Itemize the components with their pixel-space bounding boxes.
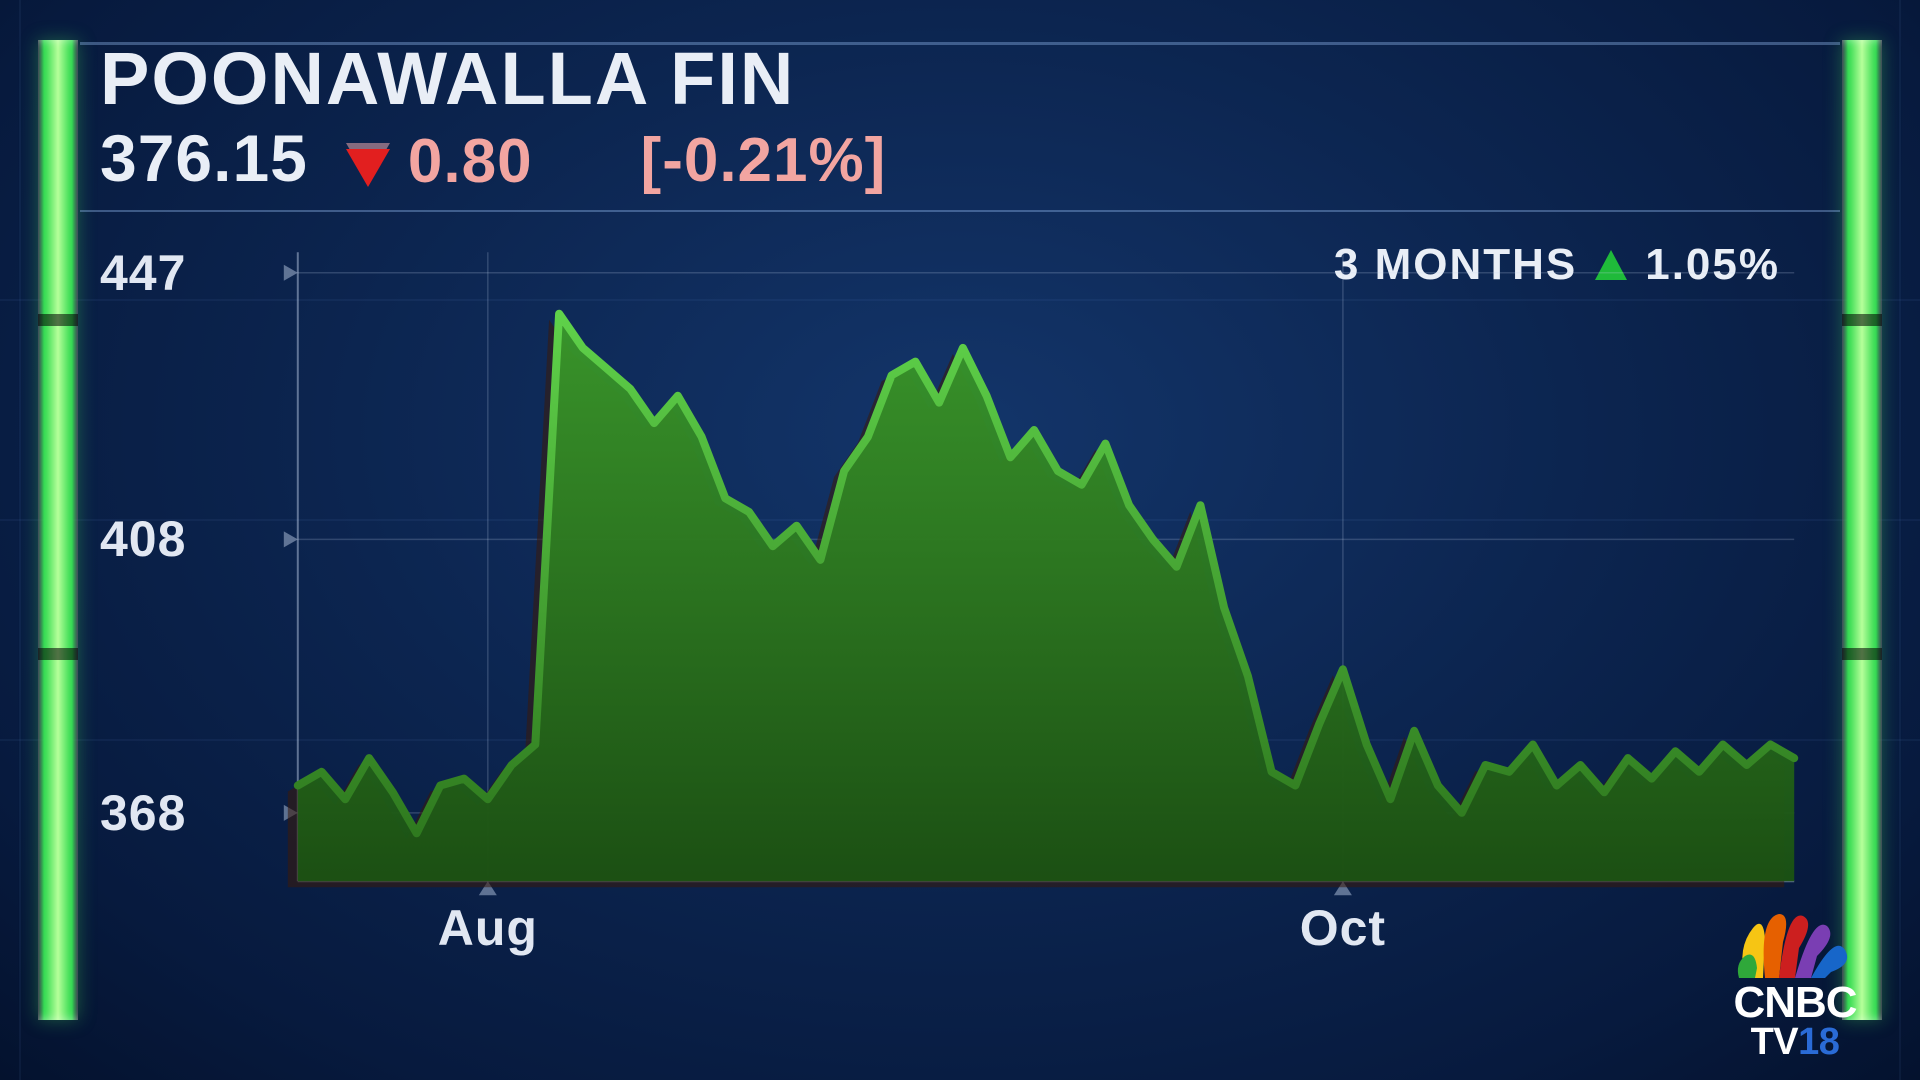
y-tick-label: 447: [100, 244, 186, 302]
chart-panel: 3 MONTHS 1.05% 447408368AugOct: [100, 230, 1820, 970]
chart-svg: [100, 230, 1820, 970]
quote-row: 376.15 0.80 [-0.21%]: [100, 120, 1820, 198]
frame-pillar-left: [38, 40, 78, 1020]
change-value: 0.80: [408, 126, 533, 197]
change-percent: [-0.21%]: [641, 125, 887, 196]
y-tick-label: 408: [100, 510, 186, 568]
frame-pillar-right: [1842, 40, 1882, 1020]
logo-line2b: 18: [1798, 1021, 1839, 1063]
x-tick-label: Aug: [438, 899, 538, 957]
y-tick-label: 368: [100, 784, 186, 842]
change-wrap: 0.80: [346, 126, 533, 197]
stage: POONAWALLA FIN 376.15 0.80 [-0.21%] 3 MO…: [0, 0, 1920, 1080]
logo-line2: TV18: [1700, 1024, 1890, 1060]
quote-header: POONAWALLA FIN 376.15 0.80 [-0.21%]: [100, 40, 1820, 200]
direction-triangle-icon: [346, 149, 390, 187]
ticker-price: 376.15: [100, 120, 308, 196]
ticker-name: POONAWALLA FIN: [100, 40, 1820, 118]
logo-line2a: TV: [1751, 1021, 1799, 1063]
frame-rule-mid: [80, 210, 1840, 212]
x-tick-label: Oct: [1300, 899, 1386, 957]
